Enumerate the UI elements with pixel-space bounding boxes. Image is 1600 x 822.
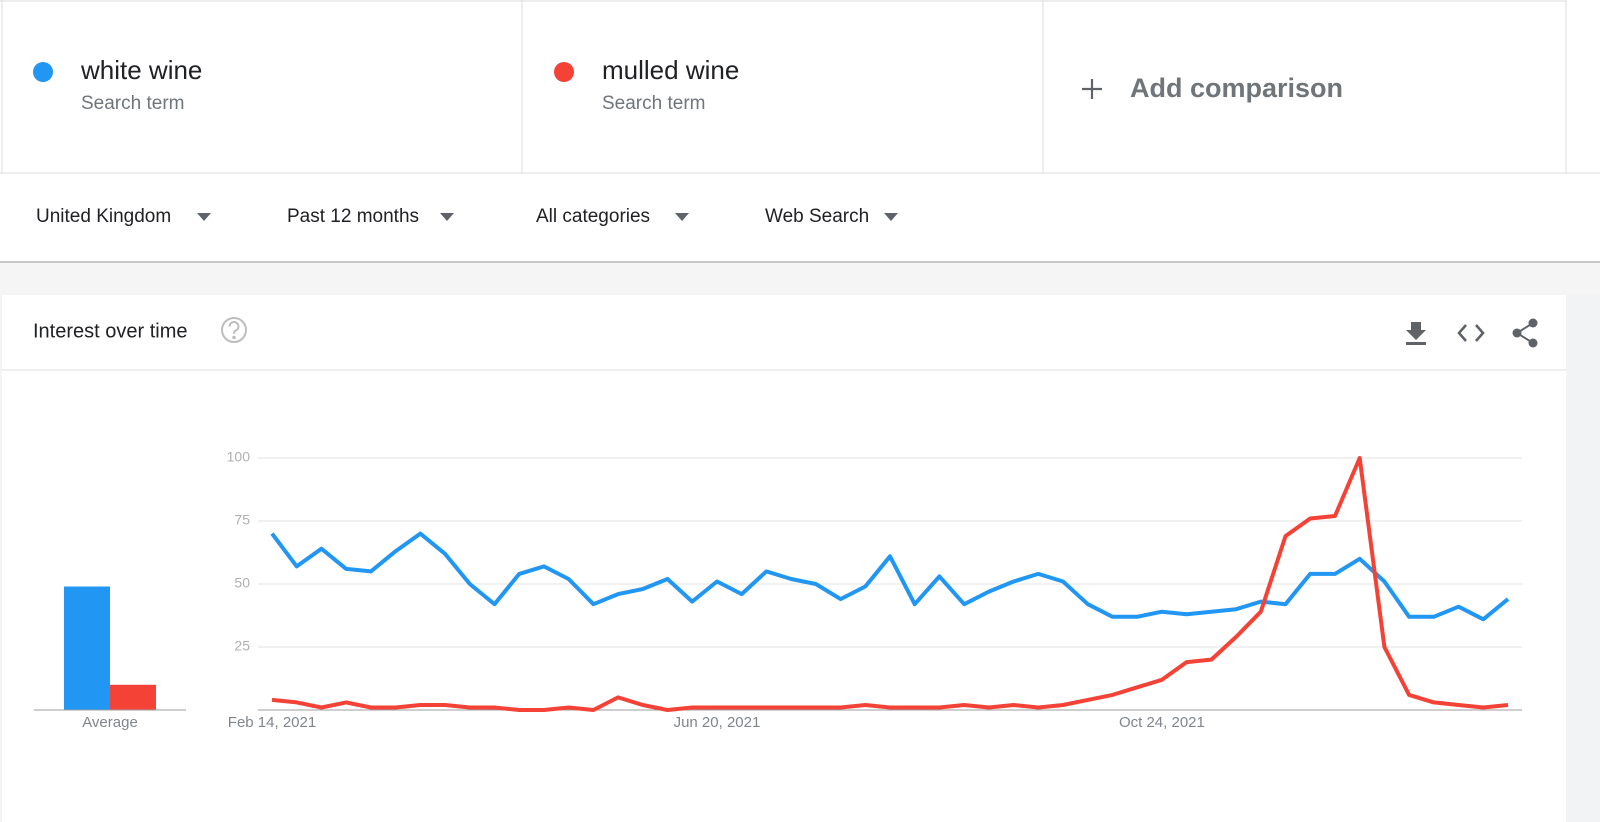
filter[interactable]: All categories (536, 206, 650, 227)
add-icon[interactable] (1082, 79, 1102, 99)
download-icon[interactable] (1406, 322, 1426, 345)
y-tick-label: 25 (234, 638, 250, 654)
dropdown-arrow[interactable] (197, 213, 211, 221)
x-tick-label: Oct 24, 2021 (1119, 714, 1205, 731)
term-name[interactable]: white wine (80, 55, 202, 85)
y-tick-label: 50 (234, 575, 250, 591)
term-dot (554, 62, 574, 82)
x-tick-label: Feb 14, 2021 (228, 714, 316, 731)
term-type: Search term (602, 93, 705, 114)
x-tick-label: Jun 20, 2021 (674, 714, 761, 731)
trend-line (270, 531, 1510, 622)
dropdown-arrow[interactable] (440, 213, 454, 221)
dropdown-arrow[interactable] (884, 213, 898, 221)
add-comparison[interactable]: Add comparison (1130, 73, 1343, 103)
average-bar (110, 684, 156, 710)
average-label: Average (82, 714, 138, 731)
term-name[interactable]: mulled wine (602, 55, 739, 85)
average-bar (64, 586, 110, 710)
gap (0, 263, 1600, 295)
y-tick-label: 75 (234, 512, 250, 528)
filter[interactable]: Web Search (765, 206, 869, 227)
term-dot (33, 62, 53, 82)
embed-icon[interactable] (1457, 324, 1485, 342)
chart-title: Interest over time (33, 320, 188, 342)
filter[interactable]: United Kingdom (36, 206, 171, 227)
trend-line (271, 456, 1509, 712)
filter[interactable]: Past 12 months (287, 206, 419, 227)
header-background (0, 0, 1600, 262)
help-icon[interactable] (221, 317, 247, 343)
share-icon[interactable] (1512, 318, 1538, 348)
term-type: Search term (81, 93, 184, 114)
dropdown-arrow[interactable] (675, 213, 689, 221)
y-tick-label: 100 (227, 449, 251, 465)
chart-card (2, 295, 1566, 822)
